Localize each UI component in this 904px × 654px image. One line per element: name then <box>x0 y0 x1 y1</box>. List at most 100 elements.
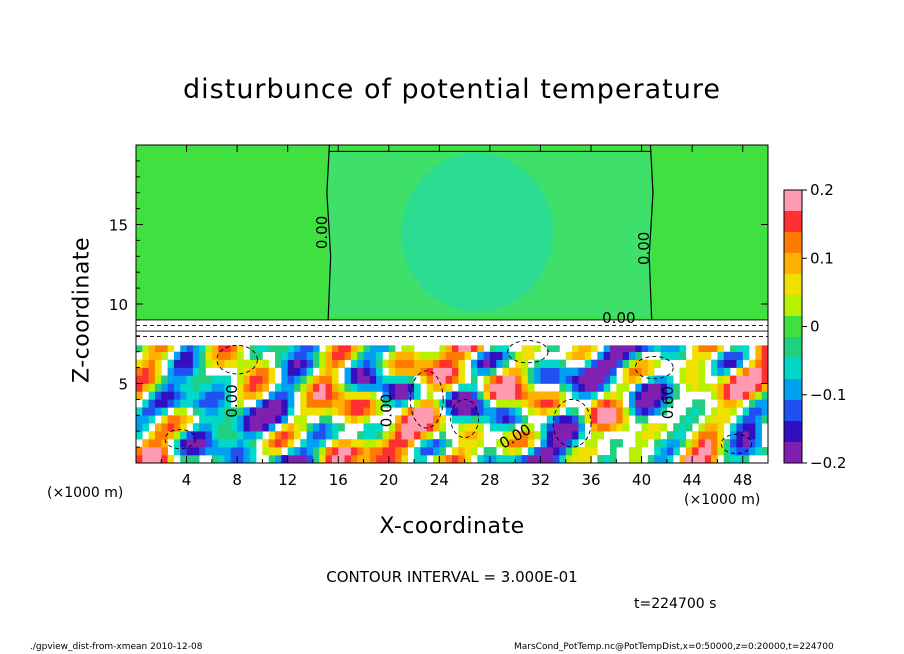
heatmap-cell <box>401 455 409 463</box>
colorbar-tick-label: 0.1 <box>810 249 834 267</box>
heatmap-cell <box>692 383 699 392</box>
x-tick-label: 32 <box>531 471 550 489</box>
heatmap-cell <box>698 423 706 432</box>
heatmap-cell <box>388 375 396 384</box>
heatmap-cell <box>749 447 756 456</box>
heatmap-cell <box>192 351 200 360</box>
heatmap-cell <box>376 439 383 448</box>
heatmap-cell <box>136 423 143 432</box>
x-tick-label: 4 <box>182 471 192 489</box>
heatmap-cell <box>489 415 497 424</box>
heatmap-cell <box>673 431 680 440</box>
heatmap-cell <box>711 383 718 392</box>
heatmap-cell <box>186 375 194 384</box>
heatmap-cell <box>382 431 390 440</box>
heatmap-cell <box>723 399 731 408</box>
heatmap-cell <box>407 343 415 352</box>
heatmap-cell <box>357 455 364 463</box>
heatmap-cell <box>376 447 383 456</box>
heatmap-cell <box>723 439 731 448</box>
heatmap-cell <box>679 439 687 448</box>
heatmap-cell <box>502 439 510 448</box>
heatmap-cell <box>673 391 680 400</box>
heatmap-cell <box>578 447 586 456</box>
heatmap-cell <box>312 431 320 440</box>
heatmap-cell <box>268 439 276 448</box>
heatmap-cell <box>312 383 320 392</box>
heatmap-cell <box>477 439 484 448</box>
heatmap-cell <box>237 359 244 368</box>
heatmap-cell <box>603 367 611 376</box>
heatmap-cell <box>218 407 225 416</box>
heatmap-cell <box>154 455 162 463</box>
heatmap-cell <box>641 391 649 400</box>
heatmap-cell <box>591 383 598 392</box>
heatmap-cell <box>698 383 706 392</box>
heatmap-cell <box>647 455 655 463</box>
heatmap-cell <box>369 367 377 376</box>
heatmap-cell <box>167 431 175 440</box>
heatmap-cell <box>704 431 712 440</box>
heatmap-cell <box>224 423 232 432</box>
heatmap-cell <box>685 455 693 463</box>
heatmap-cell <box>414 407 421 416</box>
heatmap-cell <box>148 359 156 368</box>
contour-loop <box>216 344 258 375</box>
heatmap-cell <box>477 351 484 360</box>
heatmap-cell <box>268 455 276 463</box>
heatmap-cell <box>161 343 168 352</box>
heatmap-cell <box>666 439 674 448</box>
heatmap-cell <box>464 383 472 392</box>
heatmap-cell <box>515 447 522 456</box>
heatmap-cell <box>249 391 257 400</box>
heatmap-cell <box>717 359 725 368</box>
heatmap-cell <box>540 455 548 463</box>
heatmap-cell <box>470 343 478 352</box>
heatmap-cell <box>211 351 219 360</box>
heatmap-cell <box>230 359 238 368</box>
heatmap-cell <box>306 375 314 384</box>
heatmap-cell <box>319 367 326 376</box>
heatmap-cell <box>230 447 238 456</box>
heatmap-cell <box>230 407 238 416</box>
heatmap-cell <box>161 415 168 424</box>
heatmap-cell <box>173 375 181 384</box>
heatmap-cell <box>458 407 465 416</box>
y-tick-label: 5 <box>118 376 128 394</box>
heatmap-cell <box>237 391 244 400</box>
heatmap-cell <box>723 407 731 416</box>
heatmap-cell <box>192 375 200 384</box>
heatmap-cell <box>610 399 617 408</box>
heatmap-cell <box>515 351 522 360</box>
heatmap-cell <box>344 383 352 392</box>
heatmap-cell <box>673 343 680 352</box>
time-stamp: t=224700 s <box>634 596 717 612</box>
heatmap-cell <box>395 431 402 440</box>
heatmap-cell <box>281 431 288 440</box>
heatmap-cell <box>660 351 668 360</box>
heatmap-cell <box>553 447 560 456</box>
heatmap-cell <box>395 351 402 360</box>
colorbar: 0.2 0.1 0 −0.1 −0.2 <box>783 181 846 472</box>
heatmap-cell <box>420 447 428 456</box>
heatmap-cell <box>262 439 270 448</box>
heatmap-cell <box>717 383 725 392</box>
heatmap-cell <box>350 439 358 448</box>
heatmap-cell <box>218 351 225 360</box>
heatmap-cell <box>458 359 465 368</box>
heatmap-cell <box>527 383 535 392</box>
heatmap-cell <box>249 351 257 360</box>
x-tick-label: 44 <box>683 471 702 489</box>
heatmap-cell <box>742 391 750 400</box>
heatmap-cell <box>319 455 326 463</box>
heatmap-cell <box>388 423 396 432</box>
heatmap-cell <box>173 383 181 392</box>
x-tick-label: 40 <box>632 471 651 489</box>
heatmap-cell <box>742 439 750 448</box>
heatmap-cell <box>433 367 440 376</box>
heatmap-cell <box>679 423 687 432</box>
heatmap-cell <box>679 351 687 360</box>
heatmap-cell <box>154 423 162 432</box>
heatmap-cell <box>205 447 213 456</box>
heatmap-cell <box>616 383 623 392</box>
